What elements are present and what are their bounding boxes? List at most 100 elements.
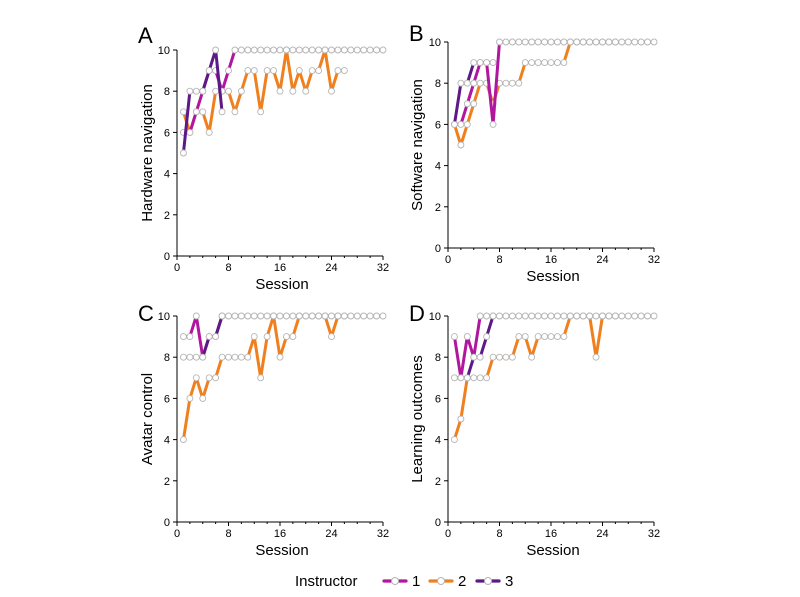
data-point [270,312,278,320]
data-point [470,79,478,87]
legend: Instructor 1 2 3 [295,573,513,590]
data-point [476,374,484,382]
data-point [192,87,200,95]
y-tick-label: 0 [435,243,441,255]
legend-item-1: 1 [382,573,420,590]
data-point [541,312,549,320]
data-point [192,108,200,116]
data-point [257,312,265,320]
y-tick-label: 6 [435,119,441,131]
data-point [637,312,645,320]
data-point [244,312,252,320]
data-point [515,333,523,341]
data-point [496,312,503,320]
y-tick-label: 2 [164,476,170,488]
y-tick-label: 4 [435,161,441,173]
y-axis-title: Avatar control [139,373,156,465]
data-point [231,312,239,320]
data-point [199,394,207,402]
data-point [212,374,220,382]
data-point [528,353,536,361]
data-point [199,353,207,361]
data-point [515,38,523,46]
data-point [270,46,278,54]
data-point [605,38,613,46]
y-tick-label: 10 [429,37,441,49]
y-tick-label: 8 [435,352,441,364]
data-point [521,38,529,46]
y-tick-label: 2 [435,202,441,214]
data-point [276,46,284,54]
data-point [502,353,510,361]
legend-title: Instructor [295,573,358,590]
data-point [541,38,549,46]
x-tick-label: 8 [496,254,502,266]
data-point [650,312,658,320]
data-point [592,353,600,361]
data-point [366,46,374,54]
data-point [553,38,561,46]
x-axis-title: Session [255,276,308,293]
data-point [225,312,232,320]
data-point [599,38,606,46]
data-point [308,67,316,75]
data-point [379,312,387,320]
x-tick-label: 0 [174,528,180,540]
x-tick-label: 0 [445,254,451,266]
data-point [205,333,213,341]
data-point [592,38,600,46]
data-point [360,46,368,54]
data-point [199,87,207,95]
x-tick-label: 16 [545,528,557,540]
data-point [528,312,536,320]
x-axis-title: Session [255,542,308,559]
data-point [534,333,542,341]
data-point [334,67,342,75]
data-point [463,333,471,341]
data-point [566,312,574,320]
x-tick-label: 24 [596,528,608,540]
data-point [534,38,542,46]
data-point [257,46,265,54]
data-point [302,312,310,320]
data-point [179,149,187,157]
data-point [289,87,297,95]
data-point [302,46,310,54]
data-point [476,59,484,67]
y-axis-title: Software navigation [409,79,426,211]
legend-swatch-marker-2 [437,577,445,585]
y-tick-label: 10 [158,45,170,57]
data-point [476,79,484,87]
data-point [205,374,213,382]
y-tick-label: 0 [435,517,441,529]
data-point [592,312,600,320]
data-point [463,79,471,87]
data-point [321,46,329,54]
data-point [521,312,529,320]
data-point [340,67,348,75]
x-tick-label: 24 [325,528,337,540]
data-point [611,38,619,46]
data-point [270,67,278,75]
data-point [476,312,484,320]
data-point [496,38,503,46]
data-point [483,312,491,320]
data-point [212,46,220,54]
data-point [276,87,284,95]
data-point [237,46,245,54]
data-point [502,79,510,87]
y-tick-label: 10 [158,311,170,323]
data-point [250,67,258,75]
data-point [321,312,329,320]
y-tick-label: 6 [164,393,170,405]
data-point [489,59,497,67]
x-tick-label: 8 [496,528,502,540]
data-point [347,312,355,320]
data-point [334,46,342,54]
data-point [624,312,632,320]
y-tick-label: 6 [435,393,441,405]
data-point [644,38,652,46]
data-point [528,38,536,46]
